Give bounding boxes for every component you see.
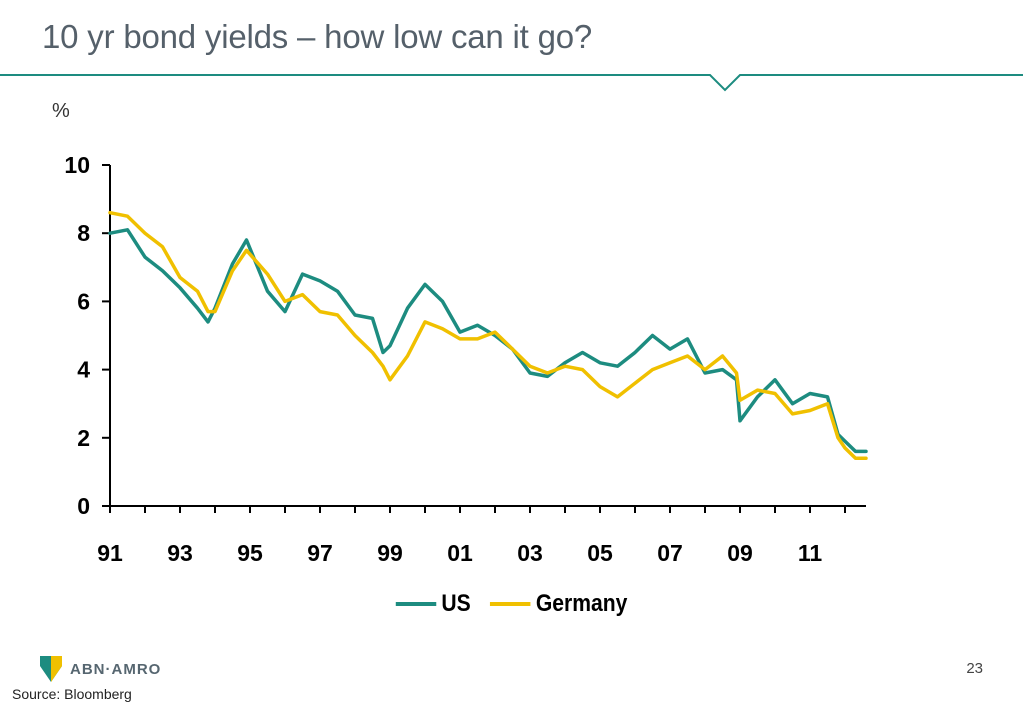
legend-swatch-germany <box>490 602 531 606</box>
x-tick-label: 09 <box>727 540 753 566</box>
x-tick-label: 03 <box>517 540 543 566</box>
x-tick-label: 99 <box>377 540 403 566</box>
x-tick-label: 07 <box>657 540 683 566</box>
y-tick-label: 8 <box>77 220 90 246</box>
x-tick-label: 91 <box>97 540 123 566</box>
y-tick-label: 6 <box>77 288 90 314</box>
series-line-germany <box>108 210 868 461</box>
page-number: 23 <box>966 660 983 677</box>
legend-item-us: US <box>395 590 471 618</box>
y-tick-label: 10 <box>64 152 90 178</box>
bond-yield-chart: 0 2 4 6 8 10 91 93 95 97 99 01 03 05 07 09 11 <box>64 152 868 566</box>
x-tick-label: 93 <box>167 540 193 566</box>
page-title: 10 yr bond yields – how low can it go? <box>42 18 593 55</box>
x-tick-label: 01 <box>447 540 473 566</box>
legend-label-germany: Germany <box>535 590 628 617</box>
logo-text: ABN·AMRO <box>70 660 162 678</box>
chart-legend: US Germany <box>61 590 961 618</box>
abn-amro-logo: ABN·AMRO <box>40 656 161 682</box>
x-tick-label: 11 <box>798 540 823 566</box>
y-tick-label: 4 <box>77 357 90 383</box>
y-axis-unit-label: % <box>52 100 70 122</box>
x-tick-label: 95 <box>237 540 263 566</box>
source-note: Source: Bloomberg <box>12 686 132 702</box>
y-tick-label: 0 <box>77 493 90 519</box>
y-tick-label: 2 <box>77 425 90 451</box>
title-divider-line <box>0 74 1023 92</box>
shield-logo-icon <box>40 656 62 682</box>
series-line-us <box>108 228 868 454</box>
legend-swatch-us <box>395 602 437 606</box>
x-tick-label: 05 <box>587 540 613 566</box>
x-tick-label: 97 <box>307 540 333 566</box>
legend-label-us: US <box>441 590 471 617</box>
legend-item-germany: Germany <box>490 590 627 618</box>
